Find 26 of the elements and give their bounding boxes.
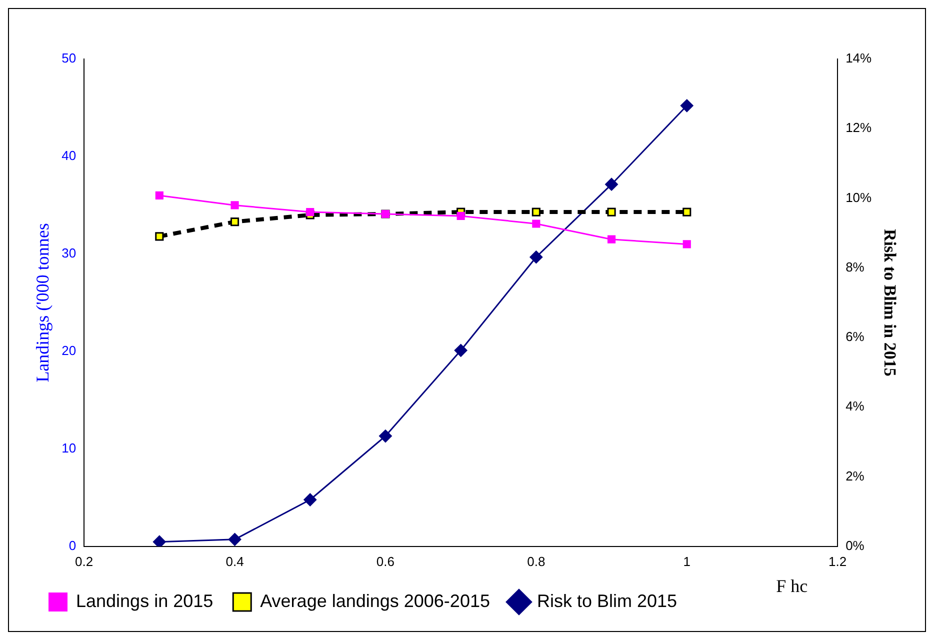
y2-tick-label: 2%	[846, 468, 865, 484]
x-tick-label: 1	[683, 554, 690, 569]
legend-label: Risk to Blim 2015	[536, 590, 678, 611]
y-axis-title: Landings ('000 tonnes	[32, 223, 53, 382]
x-tick-label: 0.2	[75, 554, 94, 569]
y2-axis-title: Risk to Blim in 2015	[880, 229, 900, 376]
y2-tick-label: 4%	[846, 398, 865, 414]
y2-tick-label: 6%	[846, 329, 865, 344]
y-tick-label: 50	[62, 50, 76, 66]
legend-label: Average landings 2006-2015	[260, 590, 490, 611]
x-tick-label: 1.2	[828, 554, 847, 569]
y-tick-label: 30	[62, 246, 76, 261]
x-tick-label: 0.8	[527, 554, 546, 569]
y-tick-label: 20	[62, 343, 76, 358]
y-tick-label: 10	[62, 440, 76, 456]
y2-tick-label: 14%	[846, 50, 872, 66]
y-tick-label: 0	[68, 538, 76, 553]
y2-tick-label: 8%	[846, 259, 865, 274]
y2-tick-label: 10%	[846, 190, 872, 205]
x-axis-title: F hc	[776, 576, 808, 596]
y2-tick-label: 0%	[846, 538, 865, 553]
y-tick-label: 40	[62, 148, 76, 164]
x-tick-label: 0.6	[376, 554, 395, 569]
legend-label: Landings in 2015	[76, 590, 214, 611]
x-tick-label: 0.4	[226, 554, 244, 569]
y2-tick-label: 12%	[846, 120, 872, 136]
